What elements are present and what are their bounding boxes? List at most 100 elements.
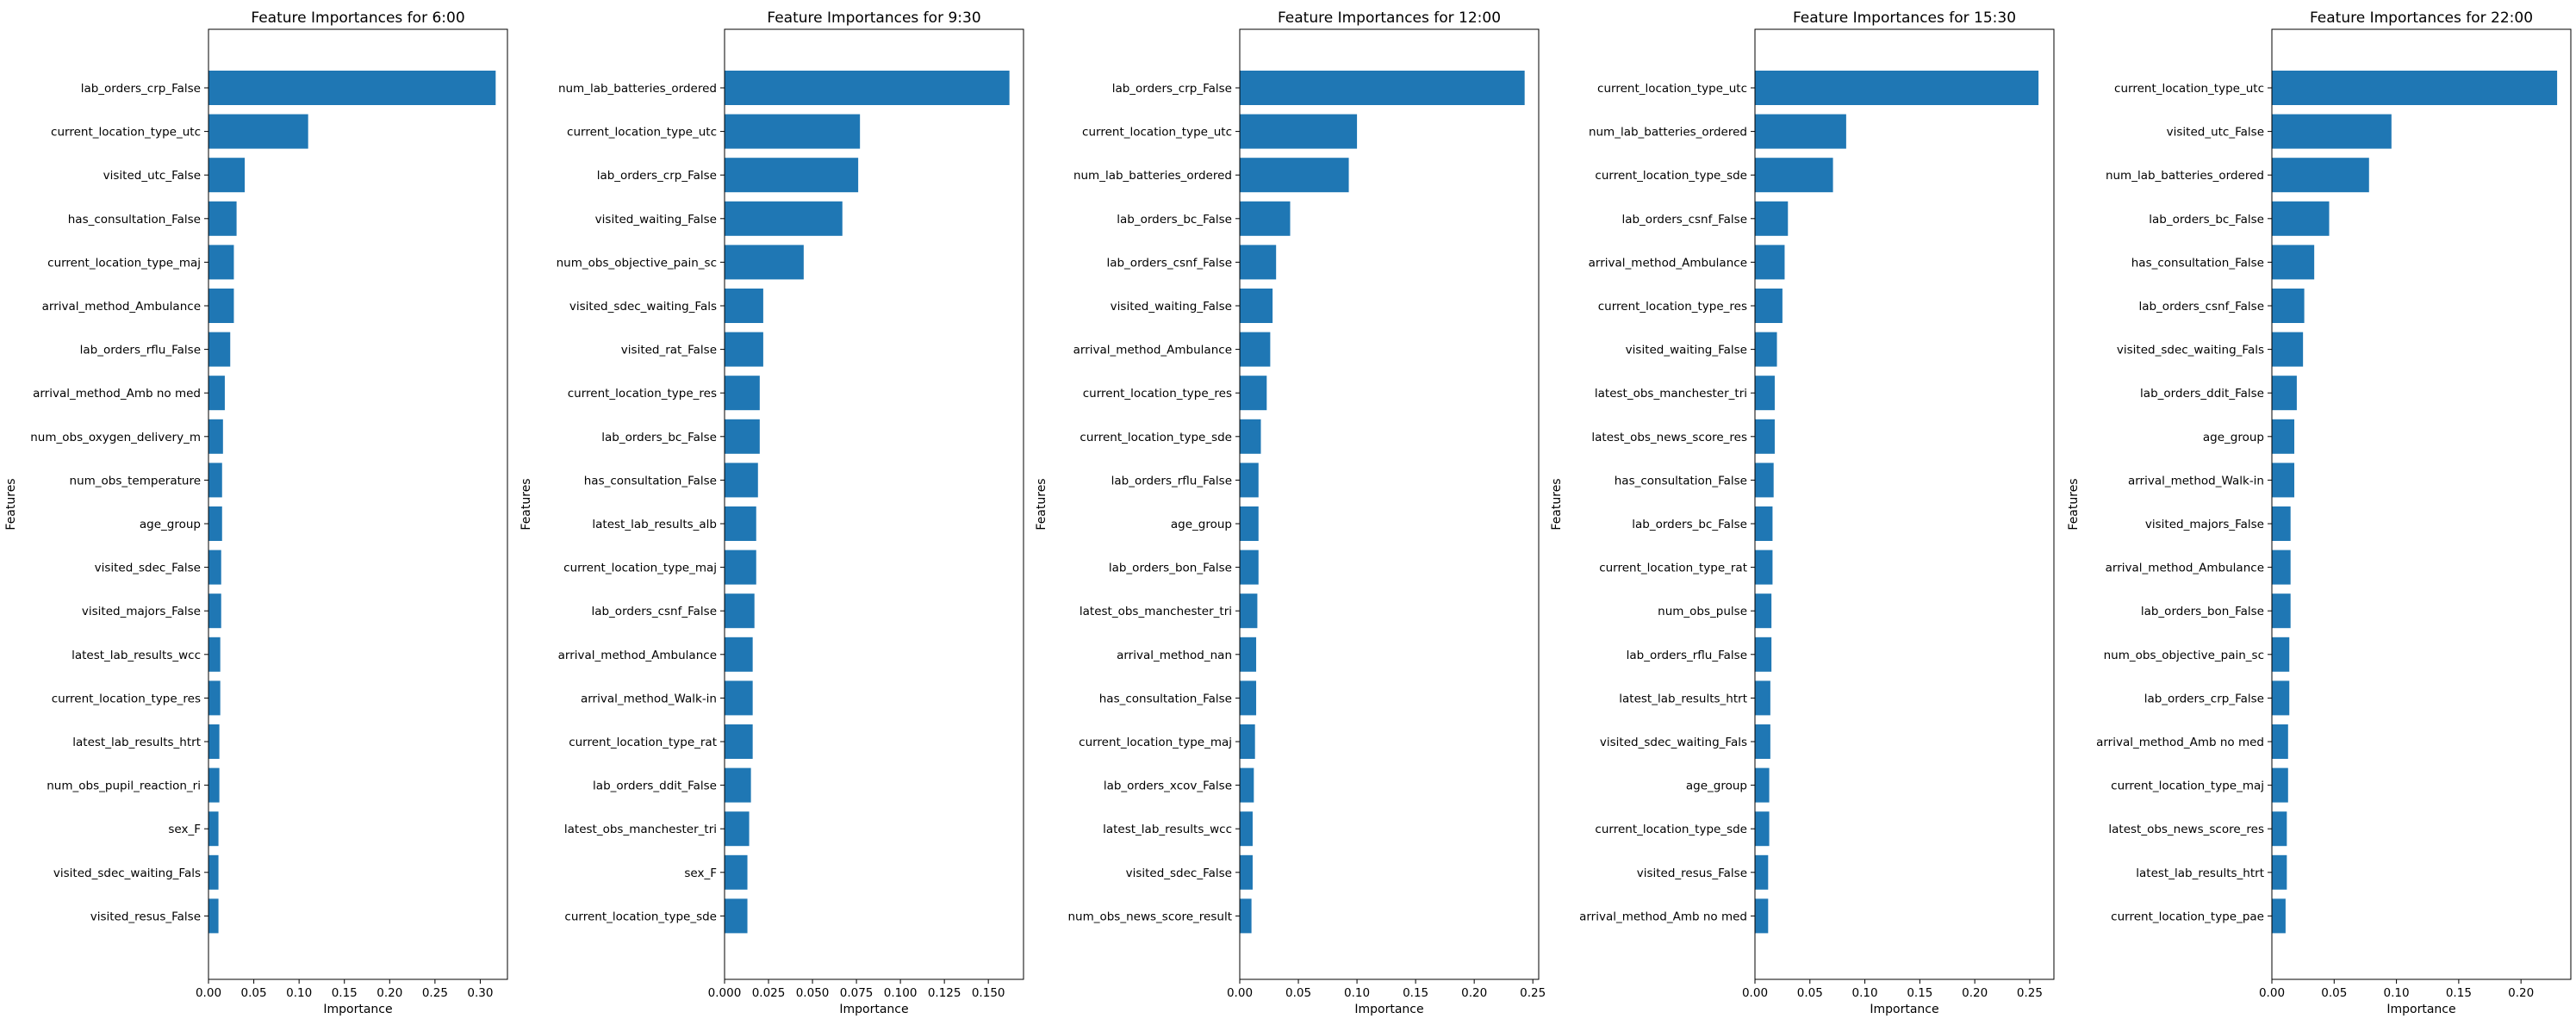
bar (725, 201, 843, 236)
category-label: lab_orders_rflu_False (80, 344, 201, 357)
bar (725, 637, 753, 672)
bar (1240, 767, 1254, 803)
x-tick-label: 0.10 (2384, 986, 2410, 1000)
category-label: lab_orders_crp_False (2144, 692, 2264, 705)
category-label: current_location_type_utc (1597, 82, 1747, 96)
category-label: latest_lab_results_wcc (1103, 823, 1232, 836)
x-axis-label: Importance (839, 1003, 908, 1016)
bar (1240, 637, 1257, 672)
category-label: lab_orders_rflu_False (1111, 474, 1232, 488)
category-label: num_obs_temperature (70, 474, 201, 488)
category-label: has_consultation_False (1615, 474, 1747, 488)
category-label: current_location_type_utc (567, 126, 717, 140)
bar (2272, 550, 2291, 585)
category-label: num_lab_batteries_ordered (558, 82, 717, 96)
bar (2272, 724, 2288, 759)
bar (208, 637, 221, 672)
bar (2272, 680, 2290, 716)
category-label: current_location_type_maj (563, 562, 717, 575)
category-label: visited_majors_False (82, 605, 201, 618)
bar (2272, 637, 2290, 672)
category-label: lab_orders_bon_False (1109, 562, 1232, 575)
x-tick-label: 0.025 (752, 986, 786, 1000)
category-label: sex_F (168, 823, 201, 836)
category-label: visited_resus_False (90, 910, 201, 923)
category-label: current_location_type_rat (569, 736, 717, 749)
category-label: latest_obs_manchester_tri (564, 823, 717, 836)
category-label: lab_orders_xcov_False (1104, 780, 1232, 793)
category-label: visited_sdec_waiting_Fals (53, 867, 201, 880)
category-label: visited_sdec_waiting_Fals (569, 300, 717, 314)
category-label: current_location_type_maj (2111, 780, 2264, 793)
bar (1240, 593, 1258, 629)
category-label: lab_orders_rflu_False (1627, 649, 1747, 662)
bar (1755, 680, 1770, 716)
bar (1755, 114, 1846, 149)
chart-title: Feature Importances for 22:00 (2310, 9, 2533, 27)
x-tick-label: 0.00 (2259, 986, 2285, 1000)
bar (725, 158, 859, 193)
bar (1240, 550, 1259, 585)
y-axis-label: Features (520, 478, 533, 530)
category-label: current_location_type_utc (51, 126, 201, 140)
bar (1240, 332, 1271, 367)
bar (725, 593, 755, 629)
bar (1755, 506, 1773, 541)
category-label: current_location_type_sde (1595, 169, 1747, 183)
category-label: current_location_type_res (1598, 300, 1747, 314)
bar (1755, 550, 1773, 585)
category-label: lab_orders_csnf_False (1621, 213, 1747, 227)
bar (725, 245, 804, 280)
category-label: arrival_method_Walk-in (581, 692, 717, 705)
category-label: visited_utc_False (2167, 126, 2264, 140)
category-label: arrival_method_Amb no med (1579, 910, 1747, 923)
bar (725, 463, 758, 498)
bar (1755, 898, 1769, 934)
bar (1755, 463, 1774, 498)
bar (1240, 245, 1277, 280)
bar (725, 854, 748, 890)
bar (208, 419, 223, 454)
bar (1240, 114, 1358, 149)
bar (725, 332, 763, 367)
category-label: lab_orders_csnf_False (1106, 256, 1232, 270)
chart-title: Feature Importances for 6:00 (251, 9, 464, 27)
x-axis-label: Importance (2386, 1003, 2455, 1016)
chart-panel-0: Feature Importances for 6:00 lab_orders_c… (4, 9, 508, 1016)
category-label: lab_orders_bc_False (2149, 213, 2264, 227)
bar (725, 811, 750, 847)
bar (725, 419, 760, 454)
category-label: arrival_method_Ambulance (42, 300, 201, 314)
category-label: current_location_type_res (1083, 387, 1232, 401)
bar (208, 724, 220, 759)
bar (2272, 463, 2295, 498)
category-label: arrival_method_Ambulance (1073, 344, 1232, 357)
category-label: has_consultation_False (584, 474, 717, 488)
bar (1240, 898, 1252, 934)
bar (2272, 854, 2287, 890)
category-label: lab_orders_bc_False (1117, 213, 1232, 227)
category-label: has_consultation_False (2131, 256, 2264, 270)
category-label: num_obs_objective_pain_sc (557, 256, 717, 270)
bar (1755, 71, 2039, 105)
x-tick-label: 0.20 (2508, 986, 2534, 1000)
x-tick-label: 0.20 (376, 986, 402, 1000)
bar (2272, 811, 2287, 847)
bar (725, 680, 753, 716)
bar (1755, 332, 1777, 367)
bar (2272, 506, 2291, 541)
chart-title: Feature Importances for 12:00 (1278, 9, 1501, 27)
bar (1240, 724, 1255, 759)
category-label: latest_obs_news_score_res (2108, 823, 2264, 836)
category-label: current_location_type_rat (1599, 562, 1747, 575)
x-tick-label: 0.00 (1742, 986, 1768, 1000)
category-label: visited_majors_False (2145, 518, 2264, 531)
bar (1755, 767, 1770, 803)
chart-panel-3: Feature Importances for 15:30 current_loc… (1550, 9, 2055, 1016)
category-label: latest_lab_results_htrt (1619, 692, 1747, 705)
category-label: lab_orders_bon_False (2141, 605, 2264, 618)
category-label: current_location_type_pae (2111, 910, 2264, 923)
bar (725, 550, 756, 585)
bar (725, 898, 748, 934)
bar (208, 680, 221, 716)
